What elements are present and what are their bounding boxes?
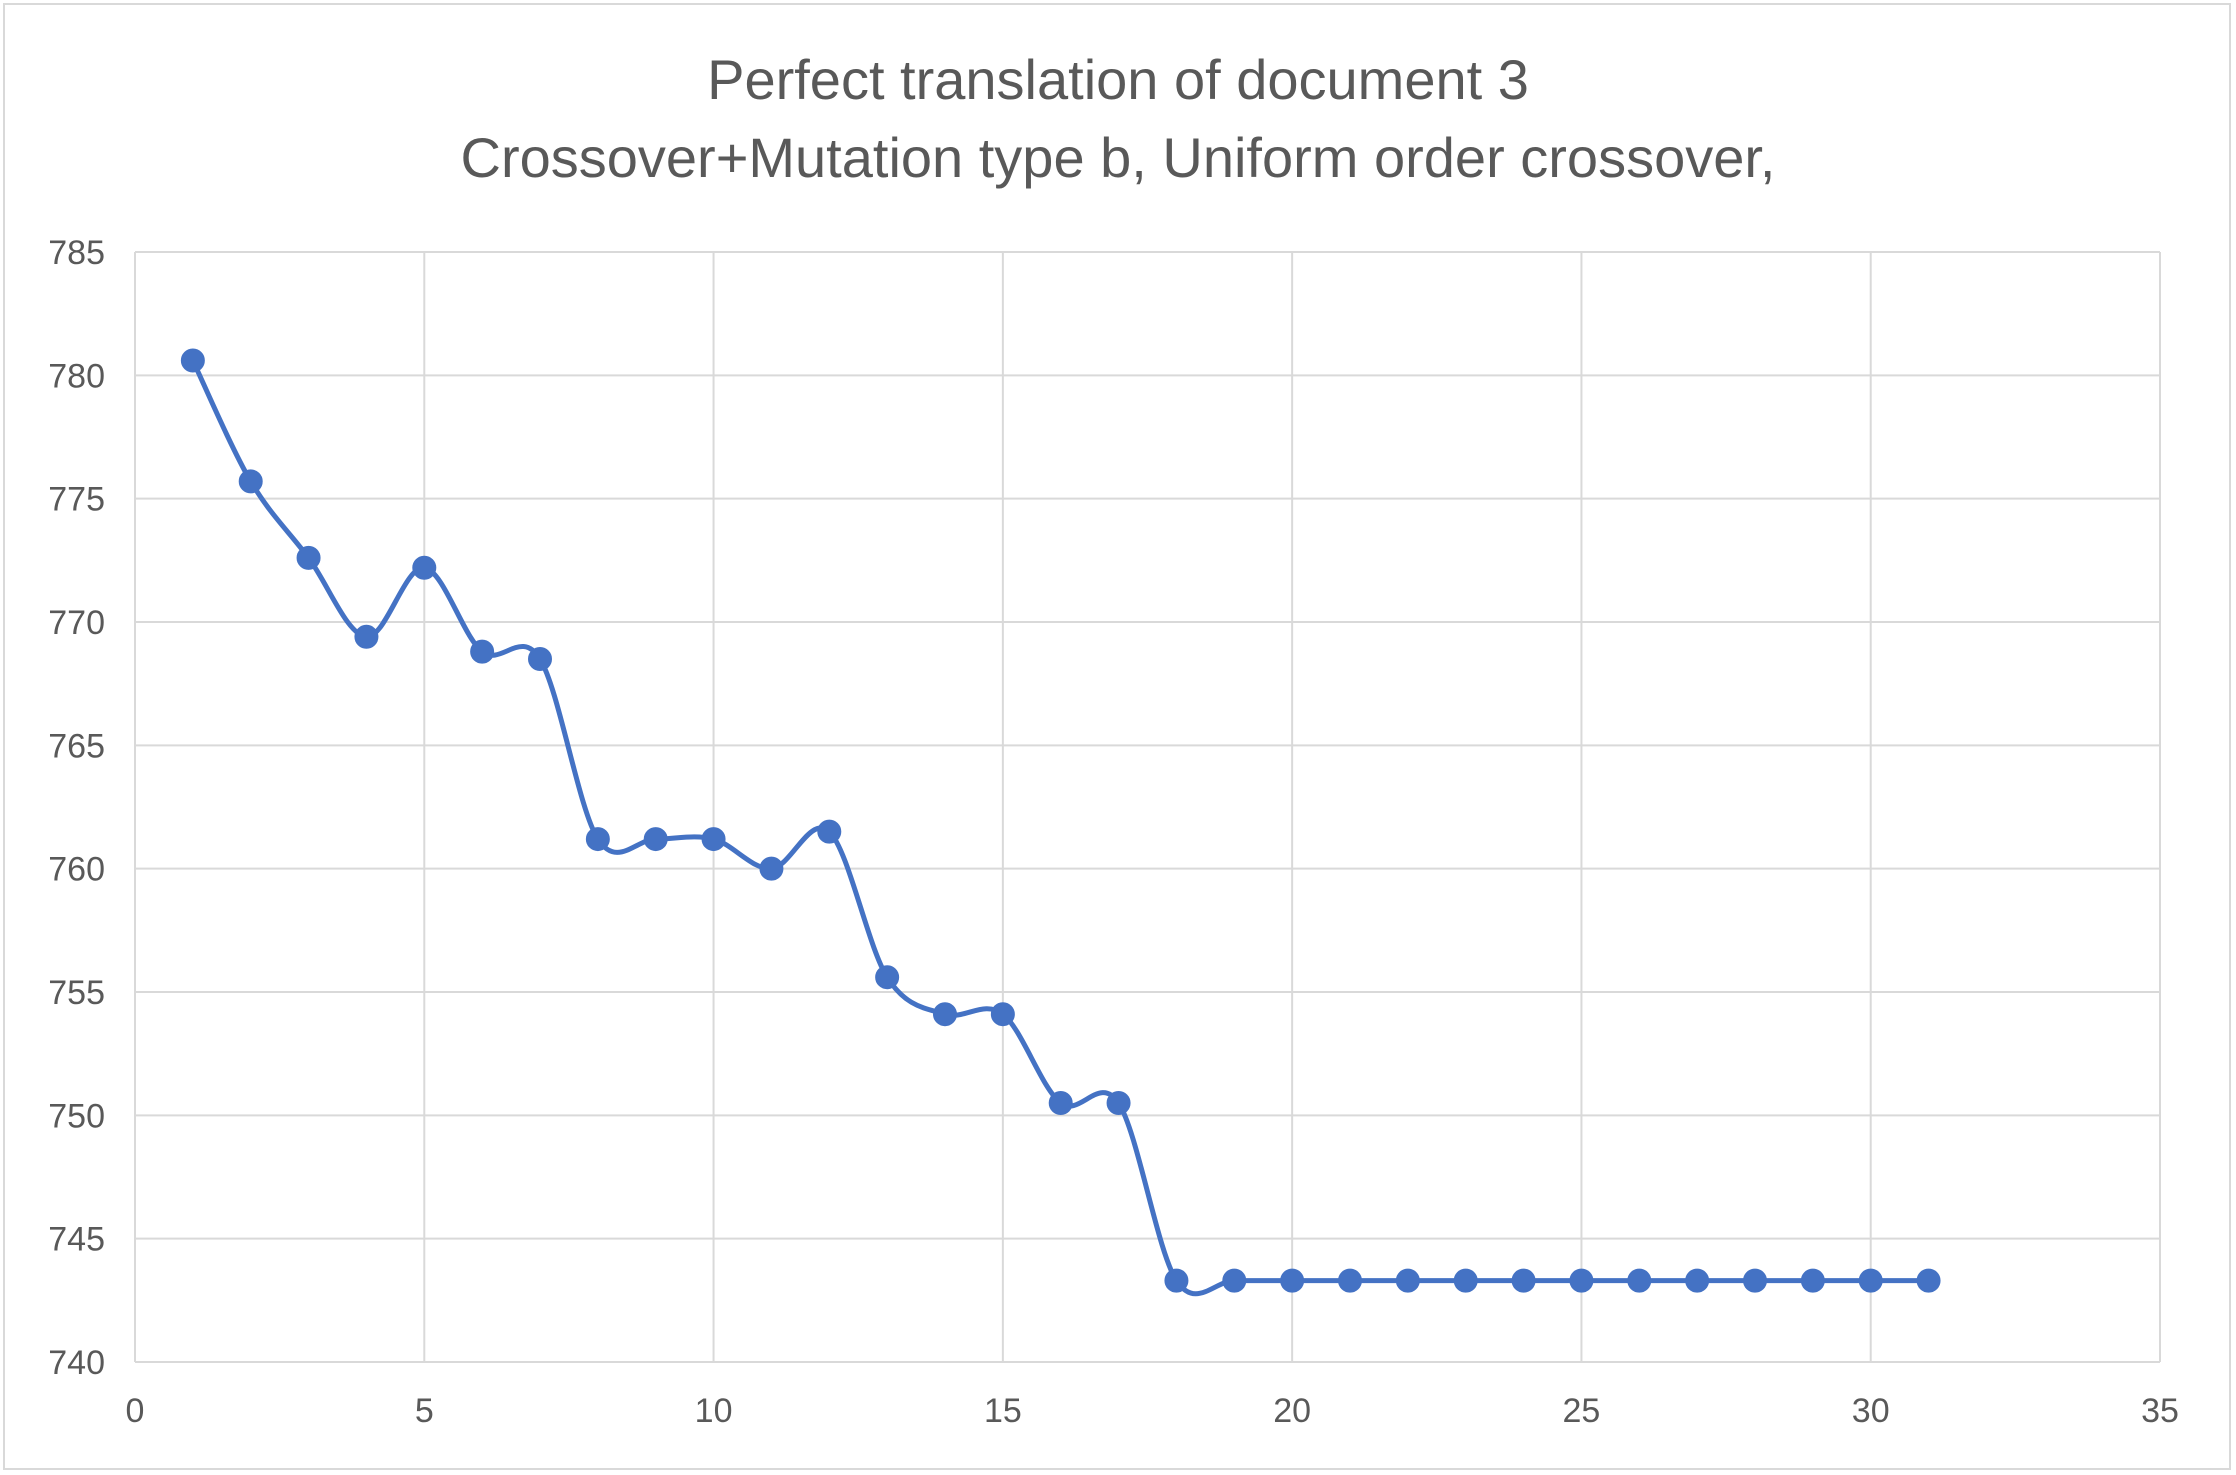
x-tick-label: 5 bbox=[415, 1392, 434, 1430]
data-point bbox=[1627, 1268, 1652, 1293]
data-point bbox=[1916, 1268, 1941, 1293]
data-point bbox=[759, 856, 784, 881]
series-line bbox=[190, 358, 1932, 1297]
x-tick-label: 0 bbox=[126, 1392, 145, 1430]
data-point bbox=[528, 647, 552, 671]
data-point bbox=[585, 827, 610, 852]
data-point bbox=[354, 624, 379, 649]
data-point bbox=[1743, 1268, 1767, 1293]
data-point bbox=[933, 1002, 957, 1027]
tick-labels: 740 745 750 755 760 765 770 775 780 785 0 5 10 15 20 25… bbox=[48, 234, 2179, 1430]
data-point bbox=[1395, 1268, 1420, 1293]
y-tick-label: 775 bbox=[48, 481, 105, 519]
y-tick-label: 755 bbox=[48, 974, 105, 1012]
data-point bbox=[1048, 1091, 1073, 1115]
data-point bbox=[875, 965, 900, 990]
y-tick-label: 740 bbox=[48, 1344, 105, 1382]
data-point bbox=[180, 348, 205, 373]
data-point bbox=[1685, 1268, 1710, 1293]
data-point bbox=[1511, 1268, 1536, 1293]
data-point bbox=[1164, 1268, 1189, 1293]
data-point bbox=[412, 555, 437, 580]
data-series bbox=[180, 348, 1941, 1297]
y-tick-label: 770 bbox=[48, 604, 105, 642]
chart-frame bbox=[3, 3, 2231, 1470]
y-tick-label: 785 bbox=[48, 234, 105, 272]
data-point bbox=[1338, 1268, 1362, 1293]
data-point bbox=[1222, 1268, 1247, 1293]
data-point bbox=[470, 639, 495, 664]
x-tick-label: 35 bbox=[2141, 1392, 2179, 1430]
y-tick-label: 745 bbox=[48, 1221, 105, 1259]
chart-subtitle: Crossover+Mutation type b, Uniform order… bbox=[460, 126, 1776, 189]
x-tick-label: 15 bbox=[984, 1392, 1022, 1430]
chart-title: Perfect translation of document 3 bbox=[707, 48, 1529, 111]
y-tick-label: 760 bbox=[48, 851, 105, 889]
data-point bbox=[238, 469, 263, 494]
data-point bbox=[1569, 1268, 1594, 1293]
data-point bbox=[1106, 1091, 1131, 1115]
data-point bbox=[296, 545, 321, 570]
y-tick-label: 750 bbox=[48, 1097, 105, 1135]
x-tick-label: 30 bbox=[1852, 1392, 1890, 1430]
x-tick-label: 10 bbox=[695, 1392, 733, 1430]
x-tick-label: 25 bbox=[1563, 1392, 1601, 1430]
data-point bbox=[1453, 1268, 1478, 1293]
data-point bbox=[1280, 1268, 1305, 1293]
data-point bbox=[990, 1002, 1015, 1027]
y-tick-label: 765 bbox=[48, 727, 105, 765]
data-point bbox=[701, 827, 726, 852]
data-point bbox=[1858, 1268, 1883, 1293]
data-point bbox=[1800, 1268, 1825, 1293]
y-tick-label: 780 bbox=[48, 357, 105, 395]
x-tick-label: 20 bbox=[1273, 1392, 1311, 1430]
data-point bbox=[817, 819, 842, 844]
data-point bbox=[643, 827, 668, 852]
